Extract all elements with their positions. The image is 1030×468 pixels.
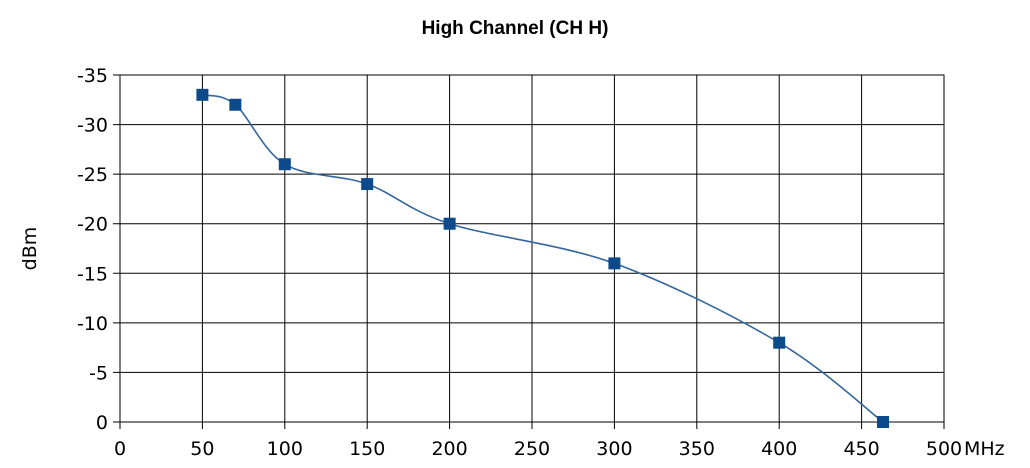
x-tick-label: 50 <box>190 438 214 460</box>
data-point-marker <box>196 88 209 101</box>
x-tick-label: 250 <box>514 438 550 460</box>
y-tick-label: -20 <box>77 214 108 236</box>
grid-lines <box>113 74 945 429</box>
data-point-marker <box>229 98 242 111</box>
y-tick-label: -10 <box>77 313 108 335</box>
x-tick-label: 150 <box>349 438 385 460</box>
y-axis-ticks: -35 -30 -25 -20 -15 -10 -5 0 <box>77 65 108 434</box>
data-point-marker <box>361 178 374 191</box>
data-point-marker <box>443 217 456 230</box>
y-tick-label: -5 <box>89 362 108 384</box>
y-tick-label: 0 <box>96 412 108 434</box>
x-tick-label: 200 <box>431 438 467 460</box>
x-tick-label: 100 <box>267 438 303 460</box>
x-axis-label: MHz <box>964 438 1005 460</box>
data-point-marker <box>773 336 786 349</box>
x-tick-label: 350 <box>679 438 715 460</box>
x-tick-label: 400 <box>761 438 797 460</box>
chart-title: High Channel (CH H) <box>421 18 609 39</box>
data-point-marker <box>877 416 890 428</box>
y-tick-label: -25 <box>77 164 108 186</box>
x-axis-ticks: 0 50 100 150 200 250 300 350 400 450 500 <box>114 438 962 460</box>
plot-area-frame <box>119 74 945 423</box>
x-tick-label: 450 <box>843 438 879 460</box>
data-point-marker <box>278 158 291 171</box>
y-axis-label: dBm <box>19 227 41 271</box>
data-point-marker <box>608 257 621 270</box>
x-tick-label: 0 <box>114 438 126 460</box>
y-tick-label: -30 <box>77 115 108 137</box>
series-markers <box>196 88 890 428</box>
y-tick-label: -35 <box>77 65 108 87</box>
x-tick-label: 500 <box>926 438 962 460</box>
y-tick-label: -15 <box>77 263 108 285</box>
x-tick-label: 300 <box>596 438 632 460</box>
